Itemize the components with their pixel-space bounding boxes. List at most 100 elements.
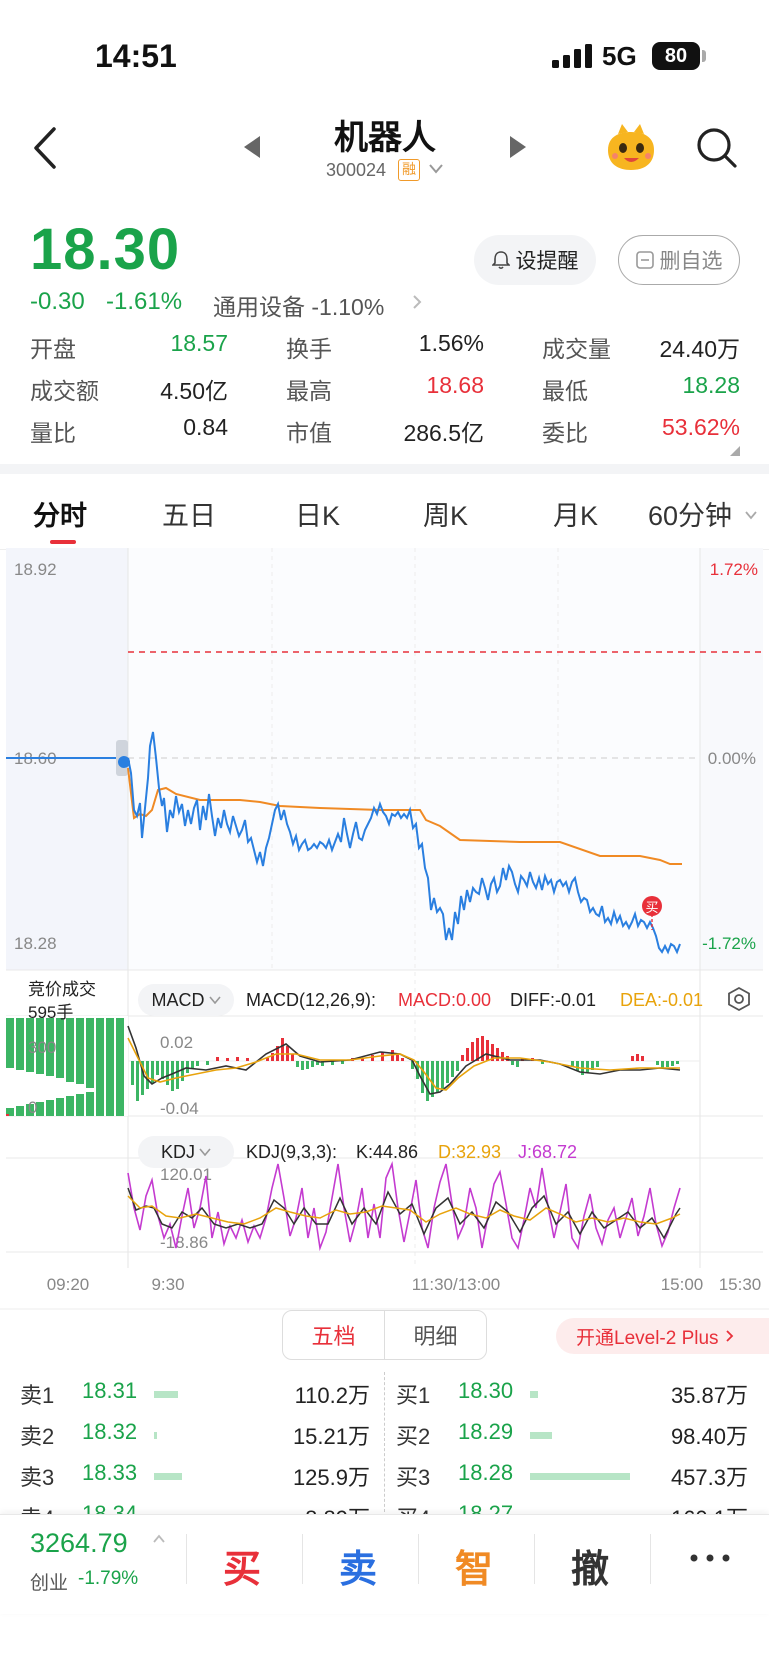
remove-watchlist-label: 删自选 bbox=[659, 250, 723, 273]
depth-bar bbox=[530, 1473, 630, 1480]
kdj-pill-label: KDJ bbox=[160, 1141, 195, 1162]
time-label-0920: 09:20 bbox=[47, 1275, 90, 1294]
stat-amount: 成交额 4.50亿 bbox=[30, 378, 228, 404]
buy-row-2: 买2 18.29 98.40万 bbox=[396, 1419, 748, 1449]
chevron-up-icon[interactable] bbox=[152, 1534, 166, 1544]
price-line bbox=[127, 731, 681, 955]
action-separator bbox=[302, 1534, 303, 1584]
stock-code: 300024 bbox=[326, 160, 387, 180]
cancel-order-button[interactable]: 撤 bbox=[570, 1549, 609, 1591]
index-name: 创业 bbox=[30, 1573, 69, 1594]
chevron-down-icon bbox=[208, 996, 221, 1004]
time-label-midday: 11:30/13:00 bbox=[412, 1275, 501, 1294]
j-value: J:68.72 bbox=[518, 1142, 578, 1162]
sell-row-2: 卖2 18.32 15.21万 bbox=[20, 1419, 370, 1449]
macd-params: MACD(12,26,9): bbox=[246, 990, 377, 1010]
buy-button[interactable]: 买 bbox=[222, 1549, 261, 1591]
session-area-bg bbox=[128, 548, 700, 970]
auction-volume: 595手 bbox=[28, 1003, 74, 1022]
back-arrow-icon[interactable] bbox=[28, 125, 64, 171]
index-change-pct: -1.79% bbox=[78, 1568, 139, 1589]
sell-row-3: 卖3 18.33 125.9万 bbox=[20, 1460, 370, 1490]
minus-square-icon bbox=[635, 251, 654, 269]
stat-open: 开盘 18.57 bbox=[30, 330, 228, 362]
tab-monthly-k[interactable]: 月K bbox=[553, 501, 599, 531]
tab-five-levels[interactable]: 五档 bbox=[283, 1311, 385, 1359]
tab-weekly-k[interactable]: 周K bbox=[423, 501, 469, 531]
sector-link[interactable]: 通用设备 -1.10% bbox=[213, 294, 385, 320]
action-separator bbox=[534, 1534, 535, 1584]
buy-marker-label: 买 bbox=[645, 900, 658, 915]
more-icon[interactable] bbox=[688, 1552, 732, 1564]
time-label-1500: 15:00 bbox=[661, 1275, 704, 1294]
margin-badge: 融 bbox=[398, 159, 420, 181]
tab-five-day[interactable]: 五日 bbox=[162, 501, 216, 531]
status-time: 14:51 bbox=[95, 38, 177, 74]
pct-axis-mid: 0.00% bbox=[708, 749, 756, 768]
d-value: D:32.93 bbox=[438, 1142, 502, 1162]
chevron-right-icon bbox=[413, 295, 422, 309]
j-line bbox=[127, 1161, 681, 1252]
action-separator bbox=[186, 1534, 187, 1584]
prev-stock-icon[interactable] bbox=[244, 136, 260, 158]
stat-volume: 成交量 24.40万 bbox=[542, 336, 740, 362]
intraday-chart[interactable]: 18.92 18.60 18.28 1.72% 0.00% -1.72% 买 3… bbox=[0, 548, 769, 1310]
mascot-icon[interactable] bbox=[604, 124, 658, 172]
price-change: -0.30 bbox=[30, 288, 85, 315]
tab-daily-k[interactable]: 日K bbox=[295, 501, 341, 531]
remove-watchlist-button[interactable]: 删自选 bbox=[618, 235, 740, 285]
set-alert-button[interactable]: 设提醒 bbox=[474, 235, 596, 285]
tab-intraday[interactable]: 分时 bbox=[33, 501, 87, 531]
current-price: 18.30 bbox=[30, 217, 181, 282]
vol-axis-top: 300 bbox=[28, 1038, 56, 1057]
macd-pill-label: MACD bbox=[151, 989, 205, 1010]
sell-row-1: 卖1 18.31 110.2万 bbox=[20, 1378, 370, 1408]
tab-60-min[interactable]: 60分钟 bbox=[648, 501, 733, 531]
order-book-tabs: 五档 明细 bbox=[282, 1310, 487, 1360]
pct-axis-high: 1.72% bbox=[710, 560, 758, 579]
tab-active-indicator bbox=[50, 540, 76, 544]
level2-label: 开通Level-2 Plus bbox=[576, 1327, 719, 1349]
buy-marker bbox=[642, 896, 662, 916]
action-separator bbox=[418, 1534, 419, 1584]
level2-upgrade-button[interactable]: 开通Level-2 Plus bbox=[556, 1318, 769, 1354]
macd-selector[interactable]: MACD bbox=[138, 984, 234, 1016]
battery-icon: 80 bbox=[652, 42, 700, 70]
depth-bar bbox=[154, 1432, 157, 1439]
signal-icon bbox=[552, 44, 592, 68]
macd-axis-bottom: -0.04 bbox=[160, 1099, 199, 1118]
chevron-right-icon bbox=[725, 1330, 733, 1342]
bottom-action-bar bbox=[0, 1514, 769, 1614]
macd-axis-top: 0.02 bbox=[160, 1033, 193, 1052]
expand-corner-icon[interactable] bbox=[730, 446, 740, 456]
buy-row-1: 买1 18.30 35.87万 bbox=[396, 1378, 748, 1408]
depth-bar bbox=[530, 1391, 538, 1398]
order-book-divider bbox=[384, 1372, 385, 1512]
depth-bar bbox=[530, 1432, 552, 1439]
next-stock-icon[interactable] bbox=[510, 136, 526, 158]
search-icon[interactable] bbox=[695, 126, 739, 170]
k-value: K:44.86 bbox=[356, 1142, 419, 1162]
index-value[interactable]: 3264.79 bbox=[30, 1528, 128, 1558]
smart-button[interactable]: 智 bbox=[454, 1549, 493, 1591]
stat-low: 最低 18.28 bbox=[542, 372, 740, 404]
tab-trade-detail[interactable]: 明细 bbox=[413, 1324, 458, 1349]
stat-order-ratio: 委比 53.62% bbox=[542, 414, 740, 446]
bell-icon bbox=[491, 251, 510, 270]
chevron-down-icon[interactable] bbox=[428, 162, 444, 176]
stat-turnover-rate: 换手 1.56% bbox=[286, 330, 484, 362]
stat-high: 最高 18.68 bbox=[286, 372, 484, 404]
pct-axis-low: -1.72% bbox=[702, 934, 756, 953]
sell-button[interactable]: 卖 bbox=[338, 1549, 377, 1591]
dea-value: DEA:-0.01 bbox=[620, 990, 704, 1010]
depth-bar bbox=[154, 1473, 182, 1480]
price-axis-high: 18.92 bbox=[14, 560, 57, 579]
average-line bbox=[127, 767, 682, 865]
time-label-1530: 15:30 bbox=[719, 1275, 762, 1294]
depth-bar bbox=[154, 1391, 178, 1398]
set-alert-label: 设提醒 bbox=[515, 250, 579, 273]
chevron-down-icon[interactable] bbox=[744, 510, 758, 520]
buy-row-3: 买3 18.28 457.3万 bbox=[396, 1460, 748, 1490]
settings-icon[interactable] bbox=[726, 986, 752, 1012]
kdj-selector[interactable]: KDJ bbox=[138, 1136, 234, 1168]
